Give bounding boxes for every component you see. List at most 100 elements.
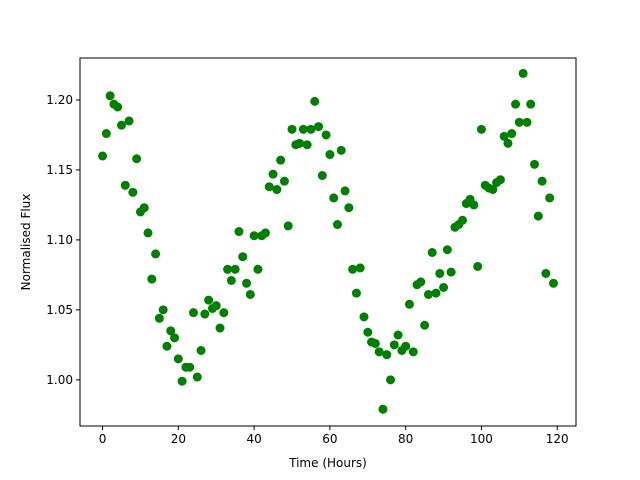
point [499, 131, 509, 141]
point [173, 354, 183, 364]
point [423, 289, 433, 299]
point [306, 124, 316, 134]
point [431, 288, 441, 298]
point [374, 347, 384, 357]
point [378, 404, 388, 414]
point [204, 295, 214, 305]
point [442, 245, 452, 255]
y-tick-label: 1.05 [46, 303, 73, 317]
point [177, 376, 187, 386]
point [245, 289, 255, 299]
point [329, 193, 339, 203]
point [488, 185, 498, 195]
point [264, 182, 274, 192]
point [344, 203, 354, 213]
point [223, 264, 233, 274]
point [427, 247, 437, 257]
point [120, 180, 130, 190]
point [514, 117, 524, 127]
point [332, 220, 342, 230]
point [416, 277, 426, 287]
point [272, 185, 282, 195]
point [370, 338, 380, 348]
point [325, 150, 335, 160]
point [196, 345, 206, 355]
point [124, 116, 134, 126]
point [348, 264, 358, 274]
point [188, 308, 198, 318]
point [200, 309, 210, 319]
point [192, 372, 202, 382]
point [355, 263, 365, 273]
point [253, 264, 263, 274]
point [336, 145, 346, 155]
point [537, 176, 547, 186]
point [533, 211, 543, 221]
point [98, 151, 108, 161]
point [439, 282, 449, 292]
point [310, 96, 320, 106]
x-axis-label: Time (Hours) [288, 456, 367, 470]
point [340, 186, 350, 196]
x-tick-label: 60 [322, 432, 337, 446]
point [185, 362, 195, 372]
point [283, 221, 293, 231]
point [435, 268, 445, 278]
point [226, 275, 236, 285]
point [401, 341, 411, 351]
point [393, 330, 403, 340]
point [139, 203, 149, 213]
point [522, 117, 532, 127]
point [219, 308, 229, 318]
point [473, 261, 483, 271]
point [469, 200, 479, 210]
point [215, 323, 225, 333]
point [128, 187, 138, 197]
x-tick-label: 120 [546, 432, 569, 446]
point [105, 91, 115, 101]
point [351, 288, 361, 298]
point [548, 278, 558, 288]
point [302, 140, 312, 150]
point [518, 68, 528, 78]
point [314, 122, 324, 132]
point [113, 102, 123, 112]
point [170, 333, 180, 343]
point [154, 313, 164, 323]
point [511, 99, 521, 109]
point [446, 267, 456, 277]
point [359, 312, 369, 322]
point [386, 375, 396, 385]
point [166, 326, 176, 336]
point [363, 327, 373, 337]
point [238, 252, 248, 262]
x-tick-label: 100 [470, 432, 493, 446]
point [132, 154, 142, 164]
point [249, 231, 259, 241]
point [495, 175, 505, 185]
x-tick-label: 80 [398, 432, 413, 446]
point [298, 124, 308, 134]
point [541, 268, 551, 278]
point [242, 278, 252, 288]
point [260, 228, 270, 238]
x-tick-label: 0 [99, 432, 107, 446]
y-tick-label: 1.20 [46, 93, 73, 107]
point [545, 193, 555, 203]
point [287, 124, 297, 134]
point [507, 129, 517, 139]
point [143, 228, 153, 238]
point [268, 169, 278, 179]
x-tick-label: 20 [171, 432, 186, 446]
point [476, 124, 486, 134]
point [234, 227, 244, 237]
point [116, 120, 126, 130]
x-tick-label: 40 [246, 432, 261, 446]
point [389, 340, 399, 350]
y-tick-label: 1.00 [46, 373, 73, 387]
plot-frame [79, 57, 577, 427]
point [211, 301, 221, 311]
point [420, 320, 430, 330]
point [162, 341, 172, 351]
